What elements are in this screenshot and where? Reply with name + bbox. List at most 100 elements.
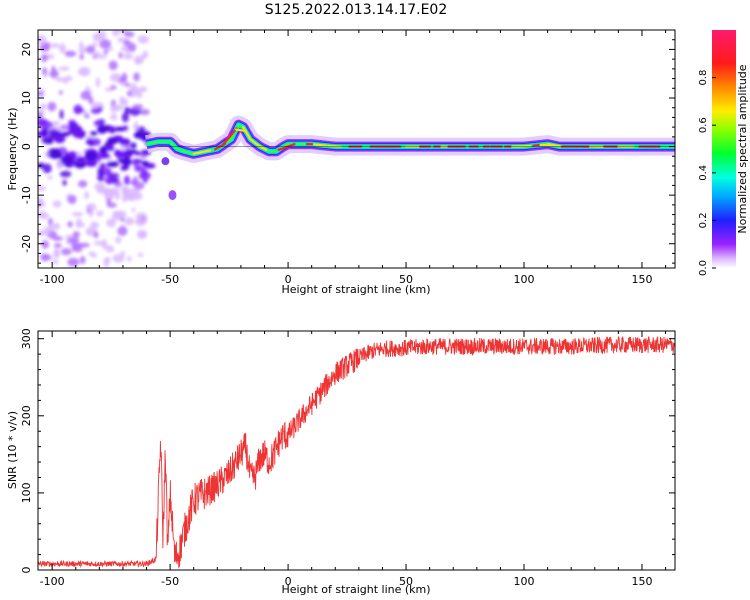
noise-blob (96, 30, 107, 40)
y-tick-label: 200 (20, 405, 33, 426)
noise-blob (124, 217, 135, 226)
ridge-hot (277, 143, 296, 151)
y-tick-label: 0 (20, 567, 33, 574)
colorbar-ticks: 0.0 0.2 0.4 0.6 0.8 (698, 70, 716, 276)
noise-blob (134, 164, 144, 172)
colorbar-gradient (712, 30, 736, 268)
noise-blob (52, 200, 62, 208)
noise-blob (62, 179, 67, 186)
noise-blob (96, 210, 104, 217)
noise-blob (143, 177, 148, 184)
noise-blob (110, 73, 122, 83)
figure-title: S125.2022.013.14.17.E02 (265, 2, 448, 18)
noise-blob (41, 240, 49, 249)
noise-blob (138, 171, 151, 180)
noise-blob (124, 175, 131, 186)
noise-core (38, 162, 45, 169)
noise-blob (104, 257, 111, 262)
snr-plot-area (38, 336, 675, 569)
noise-core (88, 139, 95, 147)
noise-blob (118, 51, 123, 59)
colorbar-tick-label: 0.6 (698, 117, 709, 133)
noise-core (67, 129, 77, 135)
spectrogram-y-axis: -20 -10 0 10 20 (20, 29, 675, 264)
noise-blob (80, 90, 91, 100)
noise-core (97, 125, 108, 134)
colorbar-tick-label: 0.4 (698, 165, 709, 181)
noise-blob (127, 255, 132, 262)
x-tick-label: 100 (514, 575, 535, 588)
noise-blob (53, 243, 62, 248)
noise-blob (115, 236, 122, 244)
noise-blob (52, 236, 64, 241)
noise-blob (59, 170, 72, 178)
noise-blob (41, 54, 48, 63)
noise-blob (122, 195, 128, 203)
noise-blob (112, 30, 120, 37)
noise-blob (132, 192, 143, 201)
snr-y-label: SNR (10 * v/v) (6, 411, 19, 489)
ridge-hot (256, 143, 268, 151)
noise-blob (53, 222, 61, 230)
noise-blob (131, 207, 136, 212)
noise-core (85, 159, 98, 167)
y-tick-label: 20 (20, 42, 33, 56)
ridge-hot (192, 149, 212, 155)
colorbar-tick-label: 0.0 (698, 260, 709, 276)
colorbar-tick-label: 0.2 (698, 212, 709, 228)
ridge-band (139, 115, 675, 163)
x-tick-label: 100 (514, 273, 535, 286)
noise-blob (51, 259, 59, 265)
noise-blob (73, 108, 85, 114)
ridge-hot (220, 127, 238, 147)
noise-blob (107, 172, 120, 178)
noise-core (114, 126, 126, 132)
snr-frame (37, 330, 676, 571)
noise-blob (84, 191, 90, 200)
noise-blob (127, 90, 132, 97)
x-tick-label: 150 (631, 575, 652, 588)
noise-blob (53, 249, 59, 259)
y-tick-label: 0 (20, 143, 33, 150)
noise-blob (49, 69, 59, 79)
noise-blob (110, 187, 120, 196)
x-tick-label: 0 (285, 273, 292, 286)
noise-blob (123, 31, 135, 38)
noise-core (105, 144, 115, 152)
noise-core (99, 146, 108, 155)
spot (168, 190, 177, 201)
noise-blobs (38, 30, 157, 267)
y-tick-label: -10 (20, 186, 33, 204)
spectrogram-y-label: Frequency (Hz) (6, 108, 19, 191)
noise-blob (38, 34, 47, 44)
noise-blob (42, 67, 48, 75)
noise-blob (42, 163, 52, 174)
noise-blob (110, 113, 118, 121)
noise-blob (38, 119, 49, 127)
noise-blob (79, 53, 84, 60)
noise-blob (108, 60, 118, 71)
noise-core (41, 128, 48, 136)
noise-blob (51, 120, 61, 126)
noise-core (117, 150, 125, 155)
noise-blob (139, 108, 150, 116)
colorbar-label: Normalized spectral amplitude (736, 64, 749, 233)
y-tick-label: -20 (20, 235, 33, 253)
noise-core (76, 156, 86, 164)
noise-blob (99, 39, 111, 49)
noise-blob (40, 103, 47, 111)
noise-core (130, 142, 137, 149)
noise-blob (123, 53, 134, 60)
noise-blob (118, 76, 127, 83)
y-tick-label: 100 (20, 482, 33, 503)
noise-core (60, 131, 70, 137)
noise-blob (97, 167, 104, 176)
noise-blob (79, 255, 86, 265)
spectrogram-frame (37, 29, 676, 269)
noise-blob (64, 50, 77, 57)
noise-blob (91, 42, 98, 47)
spectrogram-x-label: Height of straight line (km) (281, 283, 430, 296)
noise-core (60, 156, 73, 165)
ridge-hot (312, 143, 322, 147)
